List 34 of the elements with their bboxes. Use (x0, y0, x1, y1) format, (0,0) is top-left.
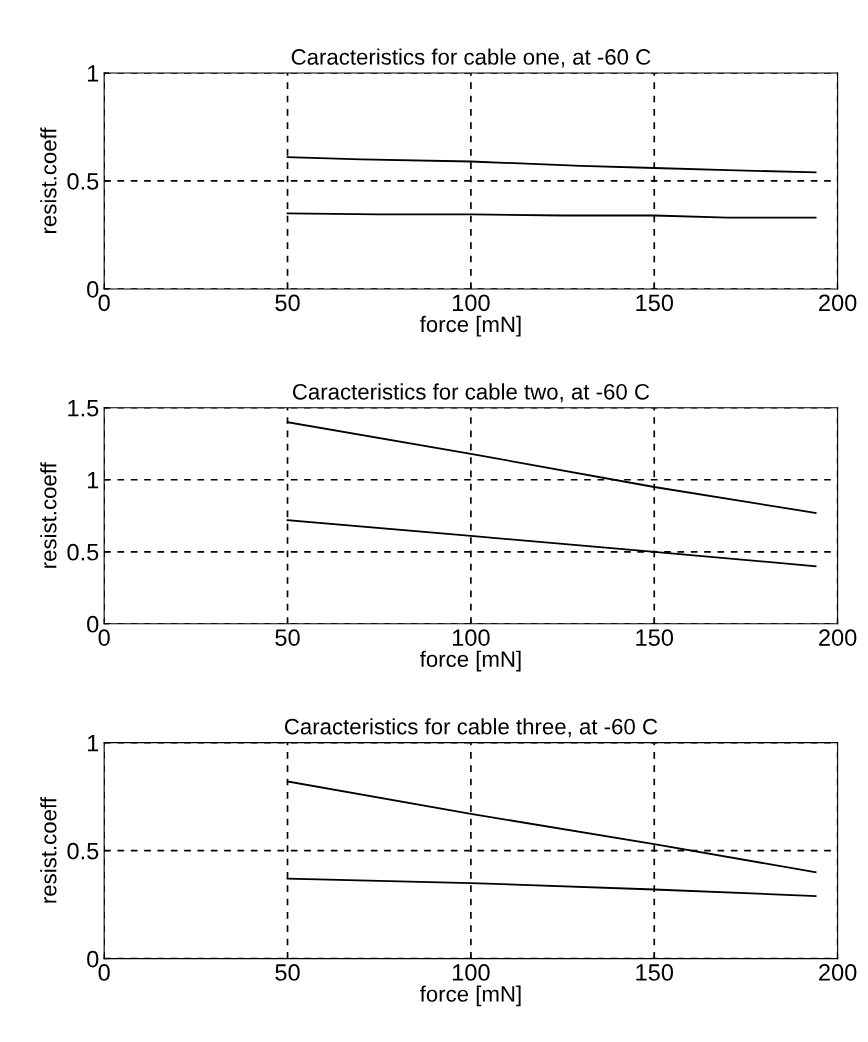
y-tick-label: 0.5 (67, 173, 99, 190)
x-axis-title: force [mN] (419, 315, 521, 337)
chart-title: Caracteristics for cable three, at -60 C (284, 718, 658, 738)
y-axis-title: resist.coeff (40, 797, 57, 903)
y-tick-label: 1 (87, 65, 99, 82)
y-tick-label: 1 (87, 472, 99, 489)
x-tick-label: 100 (453, 629, 490, 647)
y-tick-label: 0 (87, 950, 99, 968)
x-tick-label: 200 (819, 629, 857, 647)
x-tick-label: 0 (98, 964, 110, 981)
y-tick-label: 0.5 (67, 842, 99, 860)
y-tick-label: 1 (87, 734, 99, 752)
x-tick-label: 100 (453, 964, 490, 981)
x-axis-title: force [mN] (419, 650, 521, 672)
x-tick-label: 50 (275, 964, 300, 981)
x-tick-label: 50 (275, 629, 300, 647)
y-axis-title: resist.coeff (40, 462, 57, 568)
x-axis-title: force [mN] (419, 985, 521, 1007)
chart-title: Caracteristics for cable one, at -60 C (291, 48, 651, 68)
y-tick-label: 0 (87, 615, 99, 633)
x-tick-label: 50 (275, 294, 300, 312)
x-tick-label: 200 (819, 294, 857, 312)
x-tick-label: 0 (98, 294, 110, 312)
y-tick-label: 0 (87, 281, 99, 298)
x-tick-label: 150 (636, 629, 674, 647)
y-tick-label: 0.5 (67, 543, 99, 561)
chart-title: Caracteristics for cable two, at -60 C (292, 383, 650, 403)
x-tick-label: 150 (636, 294, 674, 312)
x-tick-label: 200 (819, 964, 857, 981)
x-tick-label: 150 (636, 964, 674, 981)
y-axis-title: resist.coeff (40, 127, 57, 233)
x-tick-label: 0 (98, 629, 110, 647)
x-tick-label: 100 (453, 294, 490, 312)
y-tick-label: 1.5 (68, 400, 99, 417)
